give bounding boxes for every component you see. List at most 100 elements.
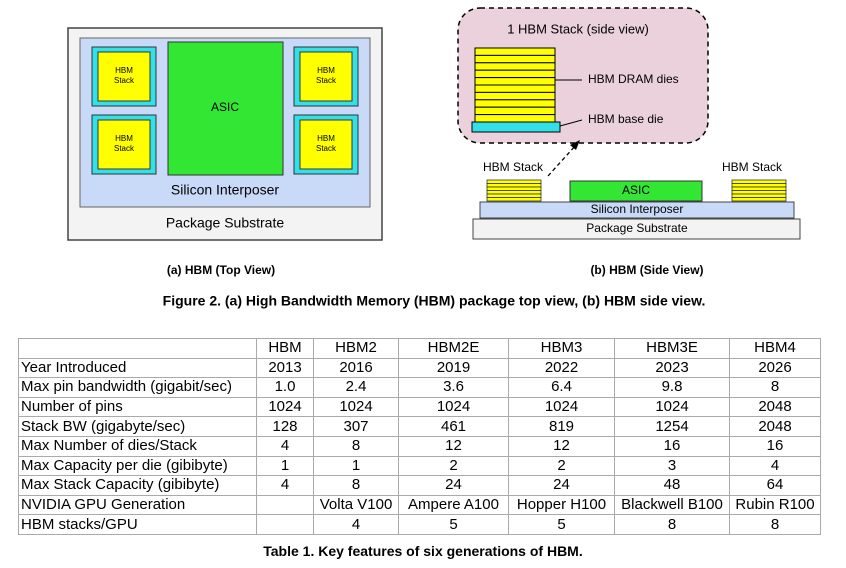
cell: 8 <box>729 377 821 398</box>
stack-label: Stack <box>114 144 135 153</box>
corner <box>18 338 257 359</box>
row-label: Max Stack Capacity (gibibyte) <box>18 475 257 496</box>
cell: 1024 <box>256 396 314 418</box>
row-label: Number of pins <box>18 396 257 418</box>
cell <box>256 514 314 535</box>
base-die <box>471 121 561 133</box>
stack-title: 1 HBM Stack (side view) <box>507 21 649 36</box>
mini-die <box>486 186 542 191</box>
hbm-table: HBM HBM2 HBM2E HBM3 HBM3E HBM4 Year Introduced… <box>18 338 821 535</box>
cell: 2022 <box>508 357 615 379</box>
row-label: Max Capacity per die (gibibyte) <box>18 455 257 477</box>
stack-label: HBM Stack <box>722 160 783 174</box>
caption-a: (a) HBM (Top View) <box>167 263 275 277</box>
mini-die <box>731 186 787 191</box>
cell: 2 <box>508 455 615 477</box>
row-label: HBM stacks/GPU <box>18 514 257 535</box>
row-label: Max Number of dies/Stack <box>18 435 257 457</box>
pointer <box>559 119 583 127</box>
cell: 4 <box>256 475 314 496</box>
side-substrate-label: Package Substrate <box>586 221 688 235</box>
substrate-label: Package Substrate <box>166 215 285 231</box>
side-interposer-label: Silicon Interposer <box>591 202 684 216</box>
header-cell: HBM <box>256 338 314 359</box>
cell <box>256 494 314 516</box>
hbm-stack-core <box>299 119 353 170</box>
asic-label: ASIC <box>211 100 239 114</box>
cell: 461 <box>398 416 509 437</box>
cell: 24 <box>398 475 509 496</box>
row: Max Stack Capacity (gibibyte) 4 8 24 24 48 64 <box>18 475 821 496</box>
side-asic-label: ASIC <box>622 183 650 197</box>
cell: Ampere A100 <box>398 494 509 516</box>
row-label: NVIDIA GPU Generation <box>18 494 257 516</box>
cell: 6.4 <box>508 377 615 398</box>
dram-die <box>474 106 556 116</box>
row: Stack BW (gigabyte/sec) 128 307 461 819 1254 2… <box>18 416 821 437</box>
cell: Hopper H100 <box>508 494 615 516</box>
cell: 16 <box>729 435 821 457</box>
header-cell: HBM3 <box>508 338 615 359</box>
cell: 4 <box>729 455 821 477</box>
cell: 8 <box>313 435 399 457</box>
header-cell: HBM4 <box>729 338 821 359</box>
cell: 307 <box>313 416 399 437</box>
row: Max Capacity per die (gibibyte) 1 1 2 2 3 4 <box>18 455 821 477</box>
row: NVIDIA GPU Generation Volta V100 Ampere A1… <box>18 494 821 516</box>
dram-die <box>474 99 556 108</box>
cell: 1024 <box>508 396 615 418</box>
cell: 5 <box>398 514 509 535</box>
mini-die <box>486 179 542 184</box>
cell: 128 <box>256 416 314 437</box>
dram-die <box>474 62 556 71</box>
cell: 8 <box>729 514 821 535</box>
stack-label: HBM <box>115 134 133 143</box>
row: Year Introduced 2013 2016 2019 2022 2023 2026 <box>18 357 821 379</box>
dram-die <box>474 114 556 123</box>
dram-die <box>474 77 556 86</box>
dram-die <box>474 91 556 101</box>
stack-label: Stack <box>316 144 337 153</box>
cell: 1254 <box>614 416 730 437</box>
cell: 8 <box>614 514 730 535</box>
row: Number of pins 1024 1024 1024 1024 1024 2048 <box>18 396 821 418</box>
mini-die <box>486 183 542 188</box>
cell: 12 <box>508 435 615 457</box>
interposer-label: Silicon Interposer <box>171 182 280 198</box>
cell: 9.8 <box>614 377 730 398</box>
row: HBM stacks/GPU 4 5 5 8 8 <box>18 514 821 535</box>
dram-die <box>474 69 556 79</box>
row-label: Stack BW (gigabyte/sec) <box>18 416 257 437</box>
cell: 2013 <box>256 357 314 379</box>
header-row: HBM HBM2 HBM2E HBM3 HBM3E HBM4 <box>18 338 821 359</box>
stack-label: HBM <box>317 134 335 143</box>
header-cell: HBM2E <box>398 338 509 359</box>
cell: 2048 <box>729 416 821 437</box>
side-asic <box>569 180 703 202</box>
cell: Rubin R100 <box>729 494 821 516</box>
cell: 2026 <box>729 357 821 379</box>
base-label: HBM base die <box>588 112 664 126</box>
cell: 5 <box>508 514 615 535</box>
dram-die <box>474 84 556 93</box>
cell: Volta V100 <box>313 494 399 516</box>
cell: 2 <box>398 455 509 477</box>
cell: 4 <box>313 514 399 535</box>
cell: 16 <box>614 435 730 457</box>
cell: 2019 <box>398 357 509 379</box>
hbm-stack-core <box>97 51 151 102</box>
cell: 2048 <box>729 396 821 418</box>
mini-die <box>731 190 787 195</box>
side-interposer <box>479 201 795 219</box>
mini-die <box>731 183 787 188</box>
cell: 2016 <box>313 357 399 379</box>
asic <box>167 41 284 176</box>
mini-die <box>731 193 787 198</box>
cell: 3.6 <box>398 377 509 398</box>
mini-die <box>486 197 542 202</box>
cell: 8 <box>313 475 399 496</box>
caption-b: (b) HBM (Side View) <box>590 263 703 277</box>
cell: 12 <box>398 435 509 457</box>
cell: 3 <box>614 455 730 477</box>
